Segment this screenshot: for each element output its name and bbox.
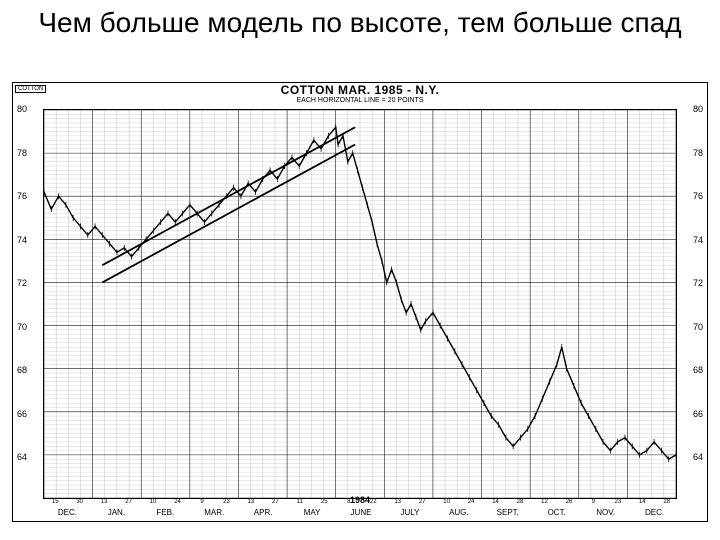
month-label: JUNE <box>346 508 376 517</box>
month-label: NOV. <box>591 508 621 517</box>
plot-area <box>43 109 677 499</box>
day-label: 24 <box>465 499 477 505</box>
month-label: SEPT. <box>493 508 523 517</box>
y-tick-left: 70 <box>17 322 27 332</box>
y-tick-left: 66 <box>17 409 27 419</box>
day-label: 13 <box>392 499 404 505</box>
month-label: DEC. <box>52 508 82 517</box>
y-tick-left: 72 <box>17 278 27 288</box>
day-label: 27 <box>123 499 135 505</box>
day-label: 10 <box>147 499 159 505</box>
y-tick-left: 74 <box>17 235 27 245</box>
y-tick-right: 74 <box>693 235 703 245</box>
day-label: 27 <box>269 499 281 505</box>
day-label: 13 <box>245 499 257 505</box>
month-label: AUG. <box>444 508 474 517</box>
chart-frame: COTTON COTTON MAR. 1985 - N.Y. EACH HORI… <box>12 82 708 522</box>
chart-title: COTTON MAR. 1985 - N.Y. <box>281 83 440 97</box>
y-tick-left: 80 <box>17 104 27 114</box>
day-label: 15 <box>49 499 61 505</box>
day-label: 14 <box>636 499 648 505</box>
month-label: JULY <box>395 508 425 517</box>
y-tick-left: 64 <box>17 452 27 462</box>
month-label: OCT. <box>542 508 572 517</box>
day-label: 9 <box>196 499 208 505</box>
day-label: 14 <box>490 499 502 505</box>
chart-svg <box>44 110 676 498</box>
y-tick-right: 70 <box>693 322 703 332</box>
y-tick-right: 76 <box>693 191 703 201</box>
day-label: 26 <box>563 499 575 505</box>
month-label: MAY <box>297 508 327 517</box>
day-label: 10 <box>441 499 453 505</box>
day-label: 9 <box>587 499 599 505</box>
day-label: 12 <box>538 499 550 505</box>
slide: Чем больше модель по высоте, тем больше … <box>0 0 720 540</box>
day-label: 27 <box>416 499 428 505</box>
y-tick-right: 66 <box>693 409 703 419</box>
y-tick-right: 80 <box>693 104 703 114</box>
year-label: 1984 <box>350 495 370 505</box>
y-tick-left: 68 <box>17 365 27 375</box>
day-label: 28 <box>514 499 526 505</box>
month-label: FEB. <box>150 508 180 517</box>
y-tick-left: 78 <box>17 148 27 158</box>
y-tick-left: 76 <box>17 191 27 201</box>
day-label: 11 <box>294 499 306 505</box>
month-label: MAR. <box>199 508 229 517</box>
day-label: 24 <box>172 499 184 505</box>
month-label: DEC. <box>640 508 670 517</box>
day-label: 23 <box>612 499 624 505</box>
corner-label: COTTON <box>15 85 46 93</box>
y-tick-right: 78 <box>693 148 703 158</box>
y-tick-right: 68 <box>693 365 703 375</box>
month-label: APR. <box>248 508 278 517</box>
y-tick-right: 72 <box>693 278 703 288</box>
day-label: 23 <box>220 499 232 505</box>
day-label: 13 <box>98 499 110 505</box>
slide-heading: Чем больше модель по высоте, тем больше … <box>0 6 720 40</box>
day-label: 28 <box>661 499 673 505</box>
y-tick-right: 64 <box>693 452 703 462</box>
chart-subtitle: EACH HORIZONTAL LINE = 20 POINTS <box>296 97 423 104</box>
day-label: 30 <box>74 499 86 505</box>
day-label: 25 <box>318 499 330 505</box>
month-label: JAN. <box>101 508 131 517</box>
